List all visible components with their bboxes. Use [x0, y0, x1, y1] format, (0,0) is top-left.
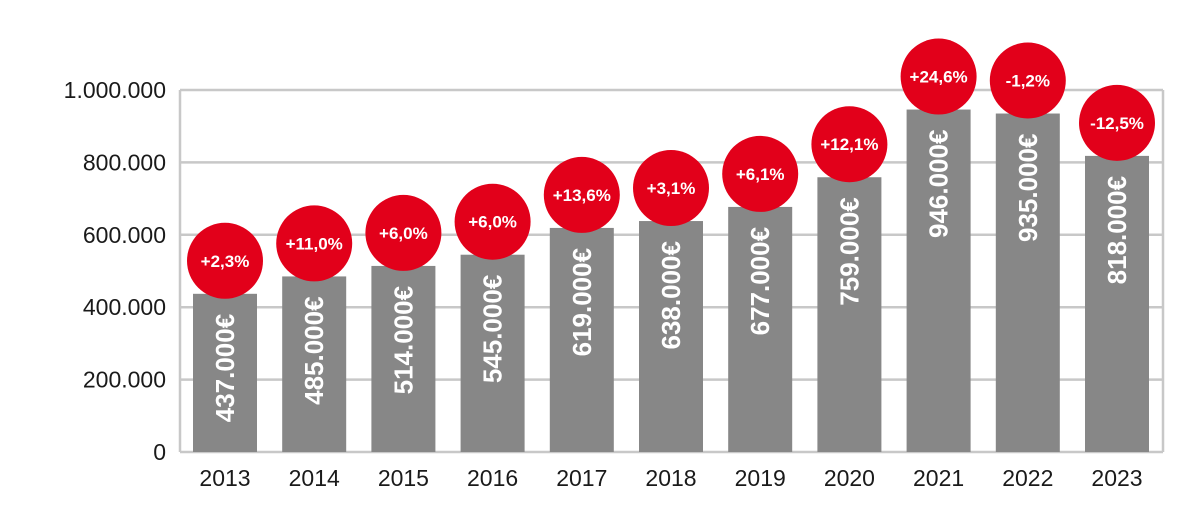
y-tick-label: 1.000.000 [64, 77, 166, 103]
bar-2021 [906, 109, 971, 452]
y-tick-label: 0 [153, 439, 166, 465]
change-label: +2,3% [201, 252, 250, 271]
value-label: 818.000€ [1102, 176, 1132, 284]
bar-2019 [728, 206, 793, 452]
x-tick-label: 2022 [1002, 465, 1053, 491]
x-tick-label: 2014 [289, 465, 340, 491]
x-tick-label: 2020 [824, 465, 875, 491]
bar-2014 [282, 276, 347, 452]
y-tick-label: 800.000 [83, 149, 166, 175]
value-label: 759.000€ [834, 197, 864, 305]
bar-2020 [817, 177, 882, 452]
x-tick-label: 2013 [199, 465, 250, 491]
x-tick-label: 2023 [1091, 465, 1142, 491]
value-label: 485.000€ [299, 296, 329, 404]
value-label: 545.000€ [478, 275, 508, 383]
value-label: 677.000€ [745, 227, 775, 335]
change-badge [454, 183, 531, 260]
change-label: -12,5% [1090, 114, 1144, 133]
value-label: 619.000€ [567, 248, 597, 356]
change-badge [543, 156, 620, 233]
change-label: +6,0% [468, 213, 517, 232]
change-label: +3,1% [647, 179, 696, 198]
value-label: 437.000€ [210, 314, 240, 422]
y-tick-label: 200.000 [83, 367, 166, 393]
change-label: +6,1% [736, 165, 785, 184]
change-badge [633, 150, 709, 227]
bar-2018 [639, 221, 703, 452]
change-badge [276, 205, 353, 282]
bar-2015 [371, 265, 436, 452]
change-badge [900, 38, 977, 115]
bar-2023 [1085, 155, 1149, 452]
x-tick-label: 2016 [467, 465, 518, 491]
value-label: 514.000€ [388, 286, 418, 394]
change-badge [989, 42, 1066, 119]
change-badge [187, 222, 263, 299]
y-tick-label: 400.000 [83, 294, 166, 320]
change-label: +24,6% [910, 68, 968, 87]
change-badge [365, 194, 442, 271]
value-label: 946.000€ [924, 130, 954, 238]
value-label: 935.000€ [1013, 134, 1043, 242]
y-tick-label: 600.000 [83, 222, 166, 248]
change-label: +6,0% [379, 224, 428, 243]
change-label: +12,1% [820, 135, 878, 154]
change-label: -1,2% [1006, 72, 1050, 91]
change-label: +13,6% [553, 186, 611, 205]
change-label: +11,0% [286, 234, 343, 253]
bar-2017 [549, 227, 614, 452]
x-tick-label: 2021 [913, 465, 964, 491]
bar-2013 [193, 293, 257, 452]
value-label: 638.000€ [656, 241, 686, 349]
change-badge [811, 106, 888, 183]
x-tick-label: 2015 [378, 465, 429, 491]
change-badge [722, 135, 799, 212]
x-tick-label: 2019 [735, 465, 786, 491]
change-badge [1079, 84, 1155, 161]
bar-2022 [995, 113, 1060, 452]
x-tick-label: 2017 [556, 465, 607, 491]
x-tick-label: 2018 [645, 465, 696, 491]
bar-2016 [460, 254, 525, 452]
